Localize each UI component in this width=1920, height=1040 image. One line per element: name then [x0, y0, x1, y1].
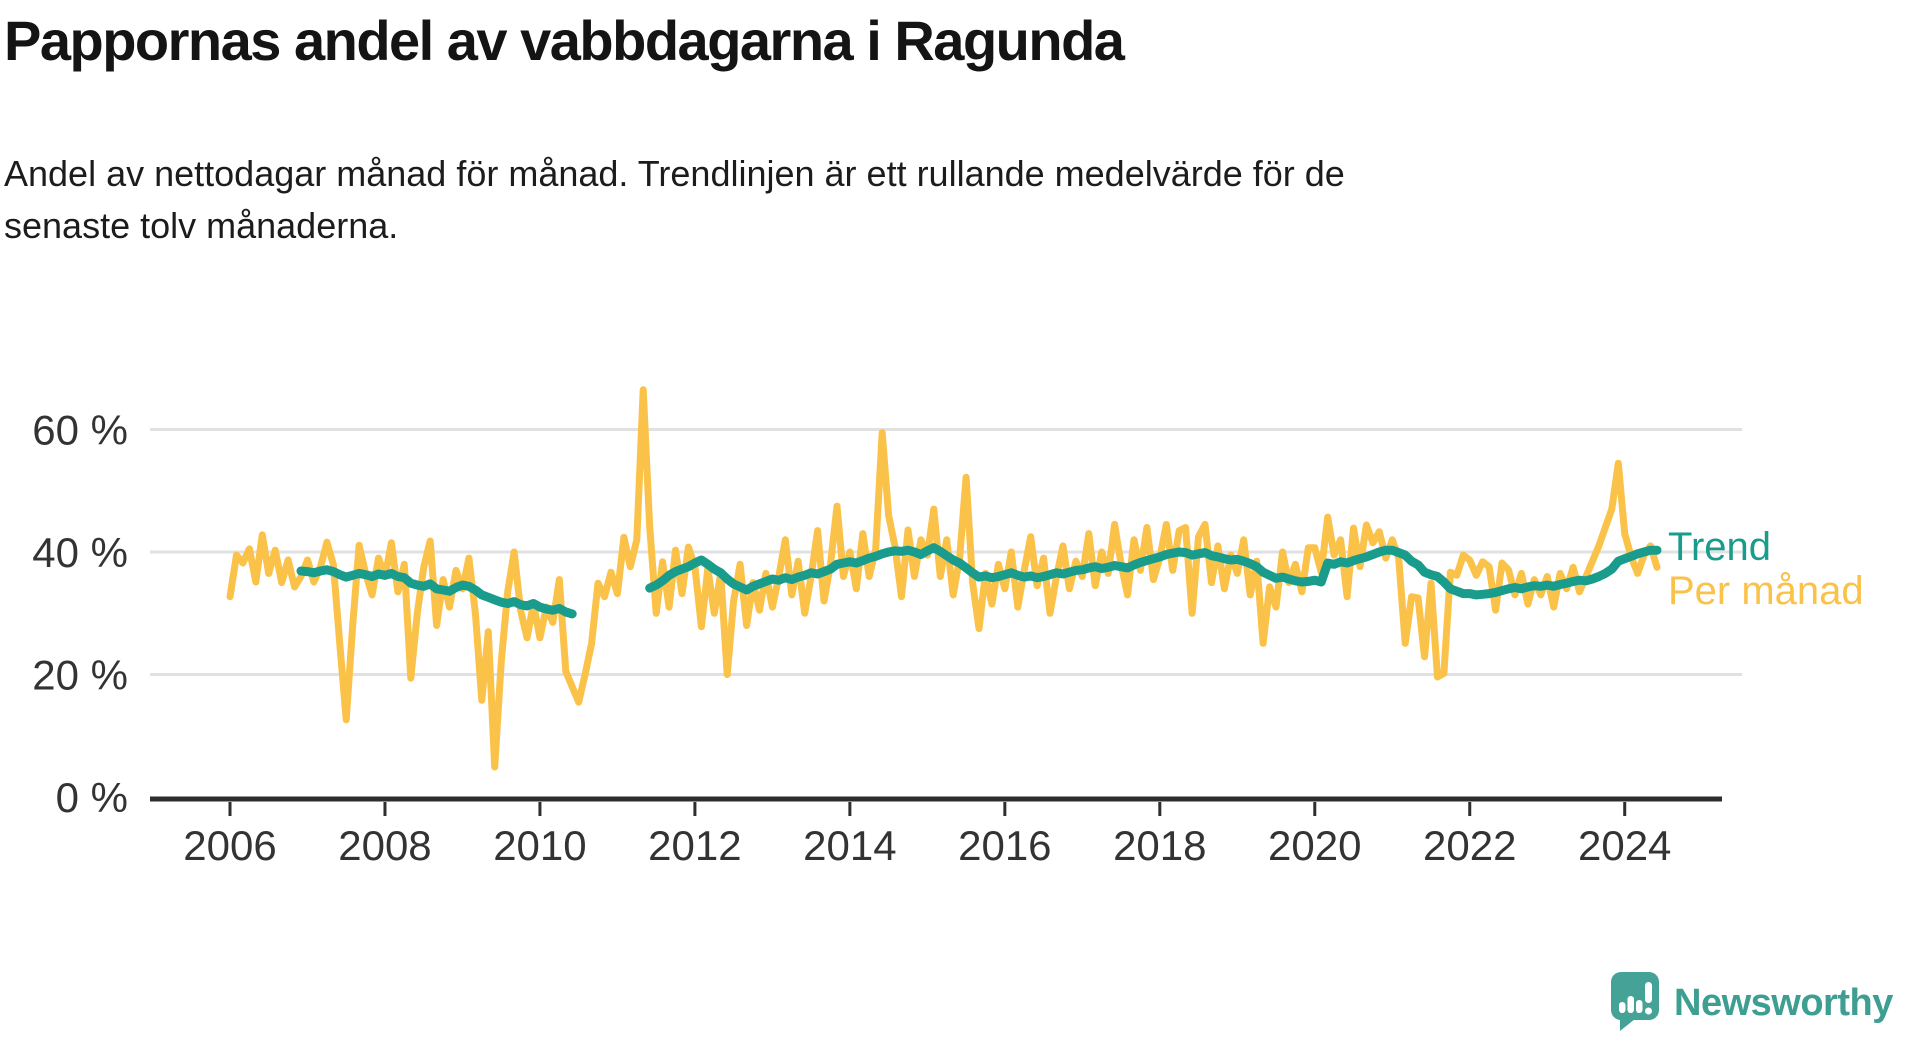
x-tick-label-2010: 2010 — [493, 822, 586, 869]
x-tick-label-2022: 2022 — [1423, 822, 1516, 869]
x-tick-label-2012: 2012 — [648, 822, 741, 869]
y-tick-label-40: 40 % — [32, 529, 128, 576]
x-tick-label-2024: 2024 — [1578, 822, 1671, 869]
x-tick-label-2018: 2018 — [1113, 822, 1206, 869]
y-tick-label-0: 0 % — [56, 774, 128, 821]
x-tick-label-2014: 2014 — [803, 822, 896, 869]
chart-subtitle-line1: Andel av nettodagar månad för månad. Tre… — [4, 153, 1345, 194]
chart-subtitle-line2: senaste tolv månaderna. — [4, 205, 399, 246]
brand-name: Newsworthy — [1674, 981, 1893, 1024]
x-tick-label-2006: 2006 — [183, 822, 276, 869]
page-title: Pappornas andel av vabbdagarna i Ragunda — [4, 9, 1125, 72]
y-tick-label-20: 20 % — [32, 652, 128, 699]
x-tick-label-2016: 2016 — [958, 822, 1051, 869]
x-tick-label-2008: 2008 — [338, 822, 431, 869]
brand-footer: Newsworthy — [1610, 972, 1893, 1034]
chart-subtitle: Andel av nettodagar månad för månad. Tre… — [4, 148, 1345, 252]
legend-per-month-label: Per månad — [1668, 569, 1864, 613]
x-tick-label-2020: 2020 — [1268, 822, 1361, 869]
y-tick-label-60: 60 % — [32, 407, 128, 454]
legend-trend-label: Trend — [1668, 525, 1771, 569]
newsworthy-logo-icon — [1611, 972, 1659, 1031]
trend-line — [296, 543, 1662, 619]
